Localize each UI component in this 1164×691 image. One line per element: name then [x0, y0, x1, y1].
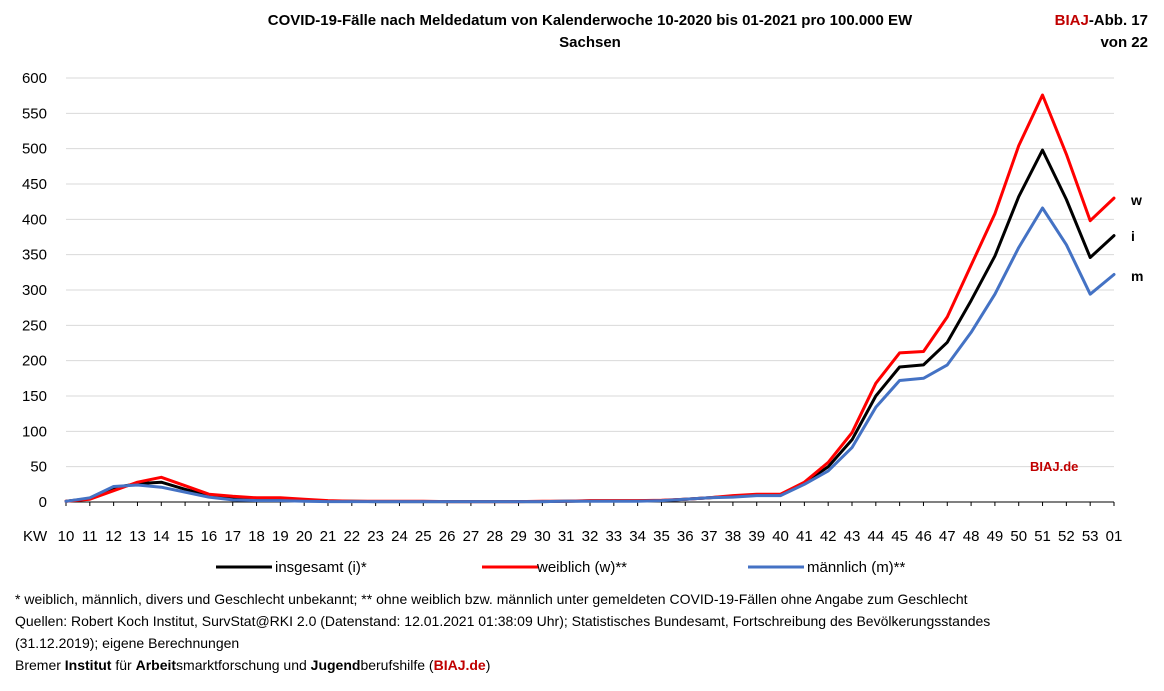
- x-tick-label: 31: [558, 528, 575, 545]
- badge-brand: BIAJ: [1054, 12, 1089, 29]
- x-tick-label: 42: [820, 528, 837, 545]
- y-tick-label: 400: [22, 211, 47, 228]
- x-tick-label: 52: [1058, 528, 1075, 545]
- footnote-sources-cont: (31.12.2019); eigene Berechnungen: [15, 635, 240, 651]
- y-tick-label: 300: [22, 282, 47, 299]
- x-tick-label: 45: [891, 528, 908, 545]
- x-tick-label: 30: [534, 528, 551, 545]
- watermark: BIAJ.de: [1030, 459, 1078, 474]
- x-tick-label: 40: [772, 528, 789, 545]
- x-tick-label: 33: [605, 528, 622, 545]
- series-end-label-w: w: [1130, 192, 1142, 208]
- x-tick-label: 29: [510, 528, 527, 545]
- series-line-i: [64, 148, 1116, 504]
- x-tick-label: 47: [939, 528, 956, 545]
- x-tick-label: 41: [796, 528, 813, 545]
- y-tick-label: 0: [39, 494, 47, 511]
- y-tick-label: 600: [22, 70, 47, 87]
- y-tick-label: 200: [22, 353, 47, 370]
- x-tick-label: 44: [867, 528, 884, 545]
- figure-badge: BIAJ-Abb. 17 von 22: [1055, 10, 1148, 54]
- series-end-label-m: m: [1131, 268, 1143, 284]
- x-tick-label: 10: [58, 528, 75, 545]
- series-line-w: [64, 93, 1116, 504]
- y-tick-label: 250: [22, 317, 47, 334]
- x-tick-label: 43: [844, 528, 861, 545]
- y-tick-label: 500: [22, 141, 47, 158]
- x-tick-label: 50: [1010, 528, 1027, 545]
- x-tick-label: 35: [653, 528, 670, 545]
- chart-title: COVID-19-Fälle nach Meldedatum von Kalen…: [267, 12, 913, 29]
- x-tick-label: 38: [725, 528, 742, 545]
- x-tick-label: 16: [201, 528, 218, 545]
- x-tick-label: 12: [105, 528, 122, 545]
- x-tick-label: 51: [1034, 528, 1051, 545]
- footnote-definitions: * weiblich, männlich, divers und Geschle…: [15, 591, 968, 607]
- legend-label-i: insgesamt (i)*: [275, 559, 367, 576]
- x-tick-label: 13: [129, 528, 146, 545]
- x-tick-label: 01: [1106, 528, 1123, 545]
- x-tick-label: 21: [320, 528, 337, 545]
- x-tick-label: 26: [439, 528, 456, 545]
- x-tick-label: 14: [153, 528, 170, 545]
- x-axis-label: KW: [23, 528, 48, 545]
- x-tick-label: 39: [748, 528, 765, 545]
- badge-figure-number: -Abb. 17: [1088, 12, 1148, 29]
- y-tick-label: 50: [30, 459, 47, 476]
- y-tick-label: 350: [22, 247, 47, 264]
- x-tick-label: 18: [248, 528, 265, 545]
- x-tick-label: 20: [296, 528, 313, 545]
- x-tick-label: 46: [915, 528, 932, 545]
- footnote-sources: Quellen: Robert Koch Institut, SurvStat@…: [15, 613, 991, 629]
- x-tick-label: 32: [582, 528, 599, 545]
- chart-title-block: COVID-19-Fälle nach Meldedatum von Kalen…: [160, 10, 1020, 54]
- chart-subtitle: Sachsen: [559, 34, 621, 51]
- y-tick-label: 100: [22, 423, 47, 440]
- x-tick-label: 15: [177, 528, 194, 545]
- x-tick-label: 36: [677, 528, 694, 545]
- x-tick-label: 27: [463, 528, 480, 545]
- x-tick-label: 25: [415, 528, 432, 545]
- x-tick-label: 22: [343, 528, 360, 545]
- x-tick-label: 19: [272, 528, 289, 545]
- publisher-line: Bremer Institut für Arbeitsmarktforschun…: [15, 657, 491, 673]
- x-tick-label: 34: [629, 528, 646, 545]
- x-tick-label: 11: [82, 528, 98, 545]
- y-tick-label: 550: [22, 105, 47, 122]
- legend-label-w: weiblich (w)**: [536, 559, 627, 576]
- y-tick-label: 450: [22, 176, 47, 193]
- series-end-label-i: i: [1131, 228, 1135, 244]
- x-tick-label: 48: [963, 528, 980, 545]
- series-line-m: [64, 206, 1116, 504]
- x-tick-label: 17: [224, 528, 241, 545]
- legend-label-m: männlich (m)**: [807, 559, 906, 576]
- x-tick-label: 37: [701, 528, 718, 545]
- publisher-brand-link[interactable]: BIAJ.de: [433, 657, 486, 673]
- x-tick-label: 23: [367, 528, 384, 545]
- x-tick-label: 53: [1082, 528, 1099, 545]
- x-tick-label: 28: [486, 528, 503, 545]
- y-tick-label: 150: [22, 388, 47, 405]
- x-tick-label: 24: [391, 528, 408, 545]
- x-tick-label: 49: [987, 528, 1004, 545]
- badge-figure-total: von 22: [1100, 34, 1148, 51]
- footnotes: * weiblich, männlich, divers und Geschle…: [15, 588, 1155, 676]
